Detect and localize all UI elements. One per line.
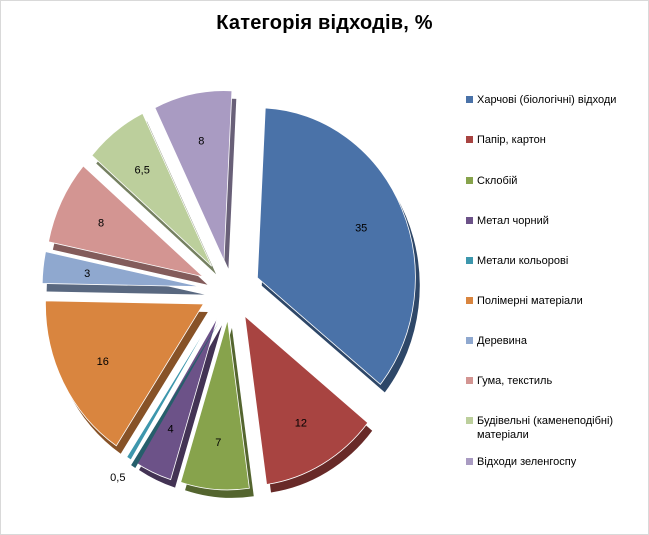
pie-slice-1[interactable] bbox=[256, 107, 416, 385]
pie-slice-10[interactable] bbox=[154, 90, 233, 261]
legend-swatch bbox=[466, 297, 473, 304]
pie-slice-5-depth bbox=[131, 323, 219, 468]
data-label-10: 8 bbox=[198, 136, 204, 148]
legend-swatch bbox=[466, 177, 473, 184]
legend-label: Деревина bbox=[477, 335, 527, 347]
data-label-5: 0,5 bbox=[110, 472, 125, 484]
legend-label: Полімерні матеріали bbox=[477, 295, 583, 307]
legend-swatch bbox=[466, 337, 473, 344]
legend-label: Відходи зеленгоспу bbox=[477, 456, 577, 468]
chart-legend: Харчові (біологічні) відходи Папір, карто… bbox=[466, 0, 646, 535]
legend-label: Склобій bbox=[477, 175, 518, 187]
data-label-2: 12 bbox=[295, 418, 307, 430]
legend-label: Харчові (біологічні) відходи bbox=[477, 94, 617, 106]
legend-swatch bbox=[466, 217, 473, 224]
legend-label: Метали кольорові bbox=[477, 255, 569, 267]
legend-swatch bbox=[466, 377, 473, 384]
pie-slice-8[interactable] bbox=[48, 165, 205, 278]
legend-swatch bbox=[466, 96, 473, 103]
legend-label: Папір, картон bbox=[477, 134, 546, 146]
legend-label: Будівельні (каменеподібні) матеріали bbox=[477, 415, 614, 441]
pie-slice-7[interactable] bbox=[41, 251, 201, 288]
pie-slice-9[interactable] bbox=[91, 112, 213, 267]
legend-label: Гума, текстиль bbox=[477, 375, 553, 387]
legend-label: Метал чорний bbox=[477, 215, 549, 227]
pie-slice-6[interactable] bbox=[45, 300, 205, 447]
data-label-3: 7 bbox=[215, 437, 221, 449]
pie-slice-5[interactable] bbox=[126, 315, 215, 461]
legend-swatch bbox=[466, 458, 473, 465]
legend-swatch bbox=[466, 136, 473, 143]
data-label-8: 8 bbox=[98, 218, 104, 230]
data-label-1: 35 bbox=[355, 223, 367, 235]
data-label-9: 6,5 bbox=[135, 164, 150, 176]
legend-swatch bbox=[466, 417, 473, 424]
data-label-6: 16 bbox=[97, 356, 109, 368]
legend-swatch bbox=[466, 257, 473, 264]
chart-title: Категорія відходів, % bbox=[216, 12, 433, 34]
pie-slice-2[interactable] bbox=[244, 315, 369, 485]
data-label-7: 3 bbox=[84, 268, 90, 280]
data-label-4: 4 bbox=[167, 424, 173, 436]
pie-slice-3[interactable] bbox=[180, 319, 250, 491]
